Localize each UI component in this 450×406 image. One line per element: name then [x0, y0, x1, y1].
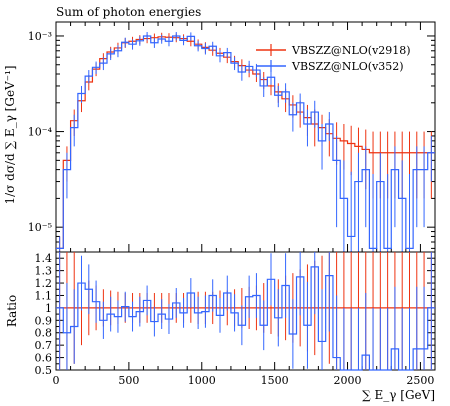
- x-tick-label: 1500: [261, 374, 289, 387]
- ratio-panel: 0.50.60.70.80.911.11.21.31.4 0 500 1000 1500…: [35, 251, 436, 387]
- ratio-y-axis-label: Ratio: [5, 295, 19, 327]
- ratio-ticks: 0.50.60.70.80.911.11.21.31.4 0 500 1000 1500…: [35, 251, 436, 387]
- ratio-y-tick-label: 0.8: [35, 327, 53, 340]
- main-y-tick-label: 10⁻⁴: [28, 126, 53, 139]
- legend-label: VBSZZ@NLO(v352): [291, 60, 404, 73]
- main-series-group: [56, 32, 435, 252]
- main-y-tick-label: 10⁻⁵: [28, 221, 52, 234]
- ratio-y-tick-label: 0.6: [35, 352, 53, 365]
- x-axis-label: ∑ E_γ [GeV]: [362, 388, 435, 402]
- ratio-y-tick-label: 0.7: [35, 339, 53, 352]
- ratio-blue-line: [56, 266, 435, 371]
- main-blue-series: [56, 32, 435, 252]
- ratio-y-tick-label: 1.2: [35, 277, 53, 290]
- ratio-y-tick-label: 1.4: [35, 252, 53, 265]
- main-y-ticks: 10⁻³ 10⁻⁴ 10⁻⁵: [28, 22, 436, 252]
- ratio-y-tick-label: 1.3: [35, 265, 53, 278]
- main-y-axis-label: 1/σ dσ/d ∑ E_γ [GeV⁻¹]: [3, 65, 17, 204]
- x-tick-label: 2500: [406, 374, 434, 387]
- ratio-series-group: [56, 252, 435, 371]
- ratio-y-tick-label: 1.1: [35, 289, 53, 302]
- ratio-blue-series: [56, 252, 435, 371]
- x-tick-label: 1000: [188, 374, 216, 387]
- x-tick-label: 500: [118, 374, 139, 387]
- ratio-y-tick-label: 1: [45, 302, 52, 315]
- main-panel: 10⁻³10⁻⁴10⁻⁵ VBSZZ@NLO(v2918)VBSZZ@NLO(v…: [28, 21, 436, 253]
- x-tick-label: 2000: [334, 374, 362, 387]
- ratio-y-tick-label: 0.9: [35, 314, 53, 327]
- x-tick-label: 0: [53, 374, 60, 387]
- ratio-y-tick-label: 0.5: [35, 364, 53, 377]
- main-y-tick-label: 10⁻³: [28, 30, 52, 43]
- legend-label: VBSZZ@NLO(v2918): [291, 44, 411, 57]
- main-blue-line: [56, 35, 435, 249]
- chart-title: Sum of photon energies: [56, 5, 201, 19]
- legend: VBSZZ@NLO(v2918) VBSZZ@NLO(v352): [256, 44, 411, 73]
